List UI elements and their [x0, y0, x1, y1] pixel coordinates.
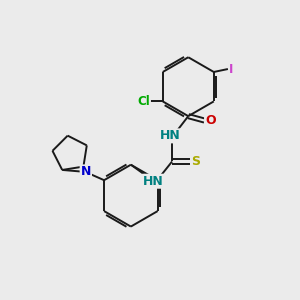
Text: O: O [205, 114, 216, 127]
Text: S: S [191, 155, 200, 168]
Text: I: I [229, 62, 234, 76]
Text: Cl: Cl [137, 95, 150, 108]
Text: N: N [81, 165, 91, 178]
Text: HN: HN [142, 175, 163, 188]
Text: HN: HN [160, 129, 181, 142]
